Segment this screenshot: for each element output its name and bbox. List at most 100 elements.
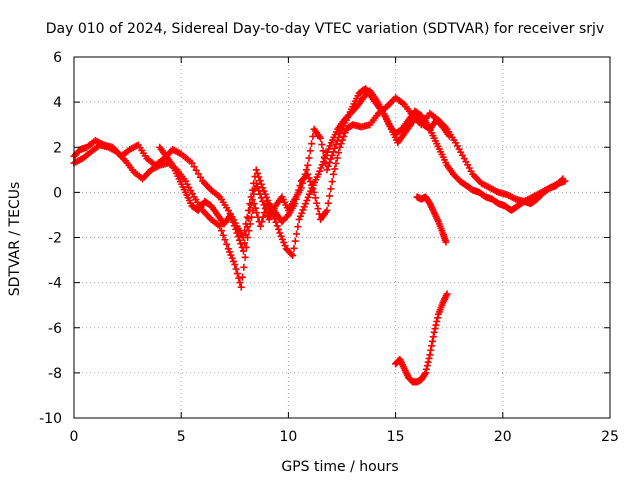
data-point xyxy=(259,213,267,221)
data-point xyxy=(319,147,327,155)
data-point xyxy=(234,233,242,241)
data-point xyxy=(432,321,440,329)
data-point xyxy=(329,148,337,156)
data-point xyxy=(307,187,315,195)
data-point xyxy=(241,239,249,247)
data-point xyxy=(325,145,333,153)
data-point xyxy=(299,179,307,187)
data-point xyxy=(310,188,318,196)
data-point xyxy=(427,346,435,354)
data-point xyxy=(323,148,331,156)
data-point xyxy=(188,159,196,167)
data-point xyxy=(240,263,248,271)
data-point xyxy=(259,197,267,205)
data-point xyxy=(231,261,239,269)
data-point xyxy=(335,133,343,141)
data-point xyxy=(280,238,288,246)
data-point xyxy=(291,237,299,245)
data-point xyxy=(235,274,243,282)
data-point xyxy=(323,166,331,174)
x-tick-label: 5 xyxy=(177,429,186,445)
data-point xyxy=(332,141,340,149)
y-tick-label: 0 xyxy=(53,185,62,201)
data-point xyxy=(300,203,308,211)
data-point xyxy=(302,166,310,174)
data-point xyxy=(299,206,307,214)
data-point xyxy=(230,257,238,265)
data-point xyxy=(329,170,337,178)
data-point xyxy=(309,132,317,140)
data-point xyxy=(247,201,255,209)
data-point xyxy=(327,155,335,163)
data-points xyxy=(70,85,569,386)
data-point xyxy=(301,170,309,178)
data-point xyxy=(426,351,434,359)
data-point xyxy=(245,227,253,235)
data-point xyxy=(236,236,244,244)
data-point xyxy=(328,151,336,159)
series-track-e xyxy=(392,290,451,386)
data-point xyxy=(308,140,316,148)
data-point xyxy=(219,231,227,239)
data-point xyxy=(256,177,264,185)
data-point xyxy=(239,247,247,255)
data-point xyxy=(430,328,438,336)
data-point xyxy=(324,162,332,170)
data-point xyxy=(422,365,430,373)
data-point xyxy=(239,273,247,281)
data-point xyxy=(306,147,314,155)
data-point xyxy=(326,159,334,167)
data-point xyxy=(328,178,336,186)
data-point xyxy=(254,169,262,177)
data-point xyxy=(271,215,279,223)
data-point xyxy=(424,358,432,366)
y-tick-label: -8 xyxy=(48,366,62,382)
data-point xyxy=(228,254,236,262)
y-tick-label: 4 xyxy=(53,95,62,111)
data-point xyxy=(287,250,295,258)
data-point xyxy=(313,199,321,207)
data-point xyxy=(434,314,442,322)
axis-ticks: 0 5 10 15 20 25 -10 -8 -6 -4 -2 0 2 4 6 xyxy=(39,50,619,445)
data-point xyxy=(298,209,306,217)
data-point xyxy=(254,183,262,191)
data-point xyxy=(228,215,236,223)
data-point xyxy=(305,154,313,162)
x-tick-label: 20 xyxy=(494,429,512,445)
data-point xyxy=(237,283,245,291)
data-point xyxy=(422,369,430,377)
data-point xyxy=(218,227,226,235)
y-tick-label: -6 xyxy=(48,321,62,337)
data-point xyxy=(326,142,334,150)
data-point xyxy=(259,184,267,192)
data-point xyxy=(232,225,240,233)
data-point xyxy=(196,173,204,181)
data-point xyxy=(238,243,246,251)
data-point xyxy=(323,206,331,214)
data-point xyxy=(302,200,310,208)
data-point xyxy=(256,190,264,198)
series-track-c xyxy=(156,85,453,255)
data-point xyxy=(226,248,234,256)
data-point xyxy=(293,230,301,238)
data-point xyxy=(318,161,326,169)
data-point xyxy=(260,201,268,209)
data-point xyxy=(318,141,326,149)
data-point xyxy=(248,196,256,204)
data-point xyxy=(295,215,303,223)
data-point xyxy=(305,174,313,182)
data-point xyxy=(243,223,251,231)
x-axis-label: GPS time / hours xyxy=(281,459,398,475)
data-point xyxy=(333,137,341,145)
data-point xyxy=(276,229,284,237)
y-axis-label: SDTVAR / TECUs xyxy=(7,182,23,297)
series-track-d xyxy=(413,193,450,246)
data-point xyxy=(304,161,312,169)
data-point xyxy=(242,231,250,239)
data-point xyxy=(317,164,325,172)
data-point xyxy=(294,223,302,231)
x-tick-label: 25 xyxy=(601,429,619,445)
data-point xyxy=(326,192,334,200)
data-point xyxy=(429,333,437,341)
